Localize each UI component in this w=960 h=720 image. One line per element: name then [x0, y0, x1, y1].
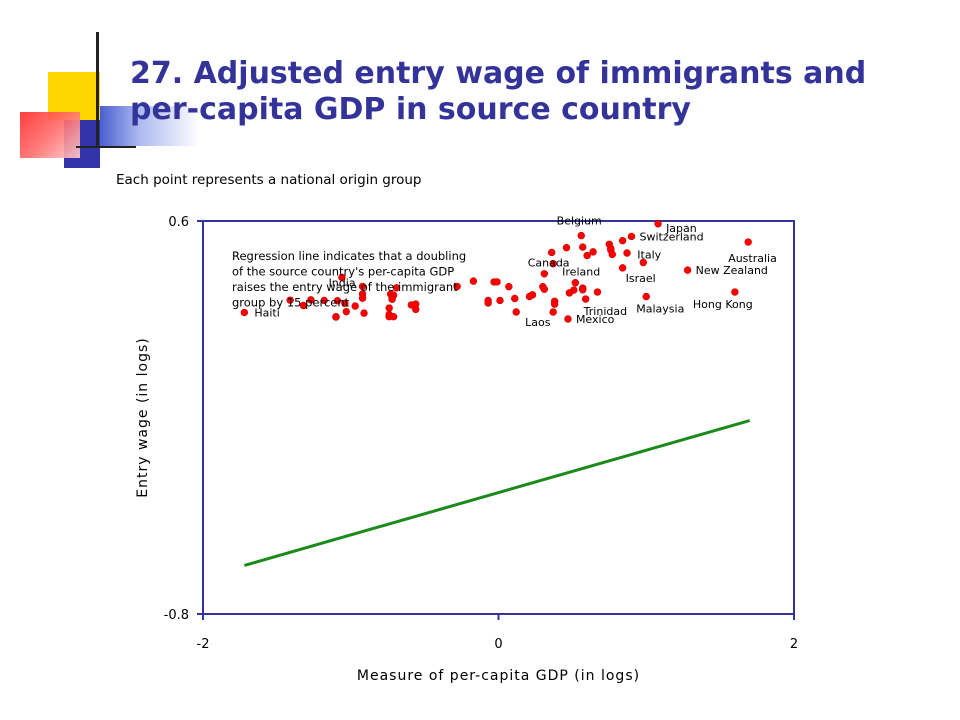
data-point: [299, 301, 308, 310]
data-point: [412, 305, 420, 314]
data-point: [683, 266, 692, 274]
data-point: [547, 248, 556, 257]
x-tick-label: 0: [494, 637, 502, 652]
data-point: [351, 302, 359, 310]
data-point: [639, 258, 647, 267]
slide-title-line-2: per-capita GDP in source country: [130, 92, 691, 127]
axis-ticks: [197, 220, 795, 620]
data-point: [332, 313, 340, 321]
data-point: [341, 299, 349, 307]
data-point: [358, 294, 367, 302]
regression-note-line: group by 15 percent: [232, 296, 350, 310]
point-label: Australia: [728, 252, 777, 265]
data-point: [579, 286, 587, 294]
point-label: Canada: [528, 256, 570, 269]
data-point: [654, 220, 662, 228]
y-tick-label: -0.8: [164, 608, 189, 623]
data-point: [564, 315, 572, 323]
data-point: [549, 308, 557, 316]
x-tick-label: -2: [197, 637, 210, 652]
data-point: [579, 243, 587, 251]
data-point: [581, 295, 590, 303]
point-label: Haiti: [254, 307, 279, 320]
data-point: [407, 301, 416, 309]
data-point: [540, 270, 549, 278]
data-point: [577, 231, 585, 240]
point-label: Laos: [525, 316, 551, 329]
data-point: [358, 282, 367, 291]
data-point: [392, 284, 401, 292]
data-point: [562, 243, 571, 252]
point-label: Mexico: [576, 313, 615, 326]
data-point: [589, 248, 597, 256]
point-label: Italy: [637, 249, 661, 262]
data-point: [469, 277, 478, 285]
data-point: [618, 236, 627, 245]
point-label: Israel: [626, 272, 656, 285]
point-label: Hong Kong: [693, 298, 753, 311]
data-point: [505, 282, 513, 291]
data-point: [360, 309, 368, 317]
data-point: [549, 259, 557, 268]
point-label: India: [329, 276, 356, 289]
data-point: [320, 296, 328, 305]
data-point: [286, 296, 294, 304]
decorative-blue-gradient-bar: [100, 106, 200, 146]
data-point: [512, 308, 520, 316]
regression-note-line: Regression line indicates that a doublin…: [232, 249, 466, 263]
data-point: [731, 288, 739, 296]
point-label: Trinidad: [583, 305, 627, 318]
data-point: [565, 289, 574, 297]
decorative-vertical-line: [96, 32, 99, 146]
data-point: [623, 249, 631, 257]
chart-subtitle: Each point represents a national origin …: [116, 172, 422, 188]
data-point: [240, 308, 249, 317]
data-point: [385, 304, 393, 312]
data-point: [550, 300, 559, 308]
data-point: [608, 250, 616, 259]
decorative-red-gradient-square: [20, 112, 80, 158]
data-point: [583, 251, 591, 260]
data-point: [388, 295, 396, 304]
point-label: Malaysia: [636, 303, 684, 316]
y-axis-title: Entry wage (in logs): [135, 337, 151, 497]
point-label: Ireland: [562, 266, 600, 279]
regression-note-line: raises the entry wage of the immigrant: [232, 280, 458, 294]
y-tick-label: 0.6: [168, 215, 189, 230]
data-point: [642, 292, 650, 301]
point-label: Belgium: [557, 215, 602, 228]
data-point: [593, 288, 602, 296]
data-point: [511, 294, 519, 303]
x-axis-title: Measure of per-capita GDP (in logs): [357, 668, 640, 684]
point-labels: Japan Belgium Switzerland Australia Canada It…: [254, 215, 776, 329]
data-point: [385, 313, 393, 321]
data-point: [540, 285, 549, 293]
data-point: [333, 297, 342, 305]
x-tick-label: 2: [790, 637, 798, 652]
regression-note: Regression line indicates that a doublin…: [232, 249, 466, 310]
data-point: [627, 232, 636, 241]
data-point: [342, 307, 351, 316]
data-points: [240, 220, 752, 323]
data-point: [453, 282, 461, 291]
data-point: [493, 278, 501, 286]
point-label: Switzerland: [639, 230, 703, 243]
point-label: Japan: [665, 222, 697, 235]
regression-note-line: of the source country's per-capita GDP: [232, 265, 454, 279]
data-point: [618, 264, 627, 272]
data-point: [484, 299, 492, 307]
point-label: New Zealand: [696, 264, 768, 277]
data-point: [571, 279, 580, 287]
decorative-horizontal-line: [76, 146, 136, 148]
slide-title-line-1: 27. Adjusted entry wage of immigrants an…: [130, 56, 867, 91]
data-point: [307, 296, 315, 304]
axis-tick-labels: -2 0 2 0.6 -0.8: [164, 215, 799, 652]
data-point: [525, 292, 534, 301]
data-point: [338, 273, 346, 282]
data-point: [496, 296, 504, 305]
regression-line: [243, 419, 751, 567]
data-point: [744, 238, 752, 246]
slide-title: 27. Adjusted entry wage of immigrants an…: [130, 56, 930, 128]
